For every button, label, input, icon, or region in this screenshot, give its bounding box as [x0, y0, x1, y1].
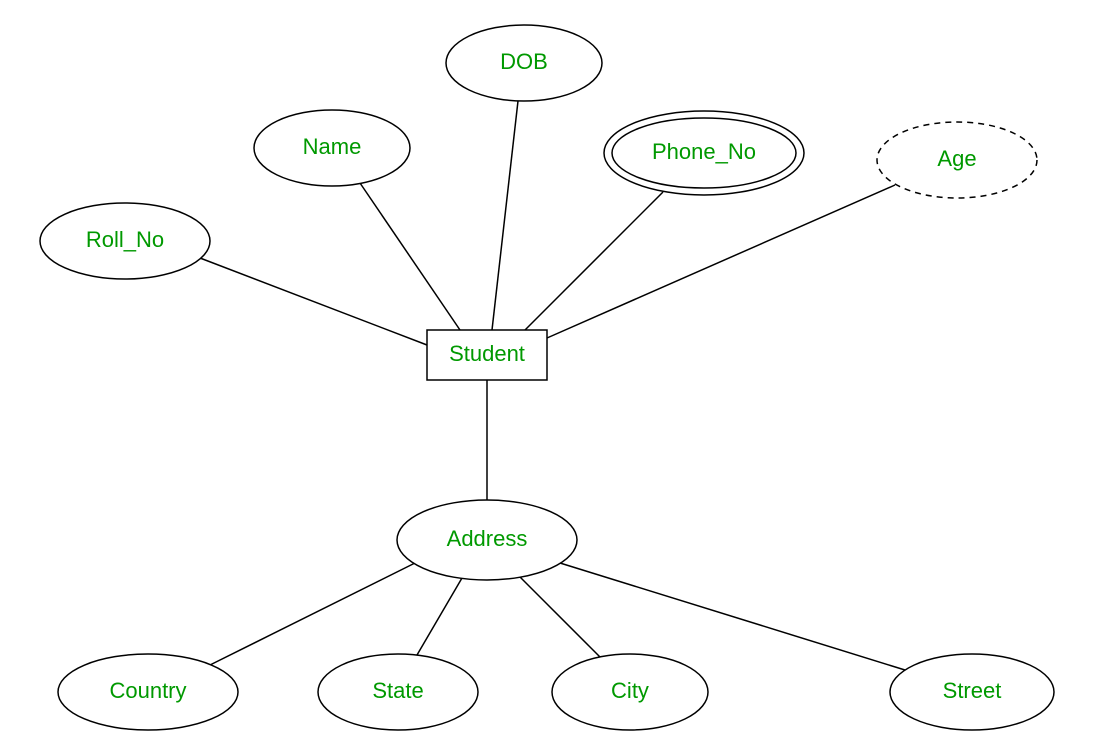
node-dob: DOB — [446, 25, 602, 101]
node-state: State — [318, 654, 478, 730]
edge-address-city — [520, 577, 600, 657]
label-state: State — [372, 678, 423, 703]
er-diagram: Student Roll_No Name DOB Phone_No Age Address C… — [0, 0, 1112, 753]
edges-layer — [200, 101, 905, 670]
node-student: Student — [427, 330, 547, 380]
node-city: City — [552, 654, 708, 730]
edge-address-country — [210, 563, 415, 665]
node-name: Name — [254, 110, 410, 186]
label-city: City — [611, 678, 649, 703]
edge-address-state — [417, 578, 462, 655]
label-name: Name — [303, 134, 362, 159]
node-age: Age — [877, 122, 1037, 198]
node-street: Street — [890, 654, 1054, 730]
label-country: Country — [109, 678, 186, 703]
edge-student-roll_no — [200, 258, 427, 345]
edge-student-age — [547, 185, 895, 338]
node-phone_no: Phone_No — [604, 111, 804, 195]
label-age: Age — [937, 146, 976, 171]
label-dob: DOB — [500, 49, 548, 74]
label-address: Address — [447, 526, 528, 551]
label-student: Student — [449, 341, 525, 366]
label-street: Street — [943, 678, 1002, 703]
edge-student-dob — [492, 101, 518, 330]
edge-student-phone_no — [525, 192, 663, 330]
label-roll_no: Roll_No — [86, 227, 164, 252]
nodes-layer: Student Roll_No Name DOB Phone_No Age Address C… — [40, 25, 1054, 730]
node-country: Country — [58, 654, 238, 730]
edge-student-name — [360, 183, 460, 330]
node-address: Address — [397, 500, 577, 580]
edge-address-street — [560, 563, 905, 670]
label-phone_no: Phone_No — [652, 139, 756, 164]
node-roll_no: Roll_No — [40, 203, 210, 279]
